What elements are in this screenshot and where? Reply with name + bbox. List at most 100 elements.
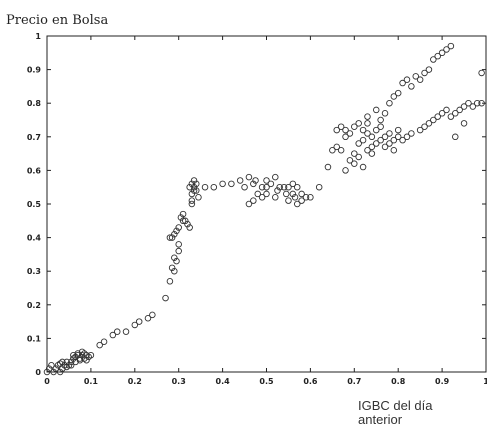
data-point <box>368 143 376 151</box>
data-point <box>190 183 198 191</box>
y-tick-label: 0.6 <box>27 166 42 175</box>
data-point <box>381 110 389 117</box>
data-point <box>263 177 270 184</box>
data-point <box>182 217 189 225</box>
x-tick-label: 0.8 <box>391 377 406 386</box>
y-tick-label: 0.7 <box>27 133 41 142</box>
data-point <box>355 153 362 161</box>
data-point <box>267 180 275 188</box>
data-point <box>184 220 191 228</box>
data-point <box>324 163 332 171</box>
data-point <box>173 227 180 235</box>
data-point <box>342 126 349 134</box>
data-point <box>337 146 345 154</box>
data-point <box>386 99 393 107</box>
x-tick-label: 0.5 <box>259 377 274 386</box>
data-point <box>285 197 292 204</box>
data-point <box>390 93 398 100</box>
data-point <box>408 83 415 90</box>
data-point <box>373 140 380 147</box>
plot-frame <box>46 35 487 373</box>
data-point <box>438 110 446 117</box>
y-tick-label: 0.3 <box>27 267 41 276</box>
data-point <box>351 123 358 130</box>
data-point <box>72 358 79 366</box>
x-tick-label: 0.9 <box>435 377 450 386</box>
data-point <box>368 150 376 157</box>
data-point <box>355 140 362 147</box>
data-point <box>193 187 200 194</box>
data-point <box>342 133 349 141</box>
data-point <box>460 103 468 110</box>
data-point <box>351 150 358 157</box>
data-point <box>228 180 235 188</box>
data-point <box>122 328 130 335</box>
data-point <box>186 224 193 231</box>
data-point <box>173 257 180 265</box>
data-point <box>87 351 95 359</box>
data-point <box>109 331 117 339</box>
data-point <box>443 46 450 53</box>
x-tick-label: 0.1 <box>84 377 99 386</box>
data-point <box>298 190 305 198</box>
data-point <box>394 89 402 97</box>
x-tick-label: 0.6 <box>303 377 318 386</box>
data-point <box>412 73 420 80</box>
data-point <box>201 183 209 191</box>
data-point <box>78 348 86 356</box>
data-point <box>359 136 367 144</box>
data-point <box>443 106 450 114</box>
data-point <box>162 294 169 302</box>
data-point <box>399 79 406 87</box>
data-point <box>59 358 66 366</box>
y-tick-label: 0.5 <box>27 200 42 209</box>
data-point <box>460 120 468 127</box>
x-tick-label: 0 <box>44 377 50 386</box>
data-point <box>177 214 185 221</box>
axis-ticks: 0 0.1 0.2 0.3 0.4 0.5 0.6 0.7 0.8 0.9 1 0 0.1 0.2 0.3 0… <box>27 32 487 386</box>
data-point <box>50 368 57 376</box>
data-point <box>293 183 301 191</box>
x-axis-label-line-1: IGBC del día <box>358 398 433 413</box>
data-point <box>283 190 290 198</box>
data-point <box>188 200 196 208</box>
data-point <box>76 356 84 364</box>
data-point <box>452 110 459 117</box>
data-point <box>67 358 75 366</box>
data-point <box>280 183 288 191</box>
data-point <box>381 133 389 141</box>
data-point <box>430 116 437 124</box>
data-point <box>447 42 455 50</box>
data-point <box>250 180 257 188</box>
data-point <box>135 318 143 325</box>
data-point <box>390 136 398 144</box>
data-point <box>307 194 314 201</box>
data-point <box>190 177 198 184</box>
data-point <box>364 146 371 154</box>
data-point <box>52 365 60 372</box>
data-point <box>245 200 253 208</box>
data-point <box>83 356 90 364</box>
data-point <box>364 113 371 120</box>
data-point <box>285 183 292 191</box>
data-point <box>171 267 178 275</box>
data-point <box>210 183 218 191</box>
data-point <box>252 177 259 184</box>
data-point <box>377 116 384 124</box>
data-point <box>333 126 340 134</box>
data-point <box>368 133 376 141</box>
data-point <box>258 194 266 201</box>
data-point <box>473 99 481 107</box>
x-tick-label: 1 <box>483 377 487 386</box>
data-point <box>149 311 156 319</box>
data-point <box>346 130 354 137</box>
data-point <box>377 136 384 144</box>
data-point <box>131 321 139 329</box>
data-point <box>175 224 182 231</box>
data-point <box>438 49 446 57</box>
data-point <box>364 120 371 127</box>
data-point <box>298 197 305 204</box>
data-point <box>364 130 371 137</box>
data-point <box>302 194 310 201</box>
